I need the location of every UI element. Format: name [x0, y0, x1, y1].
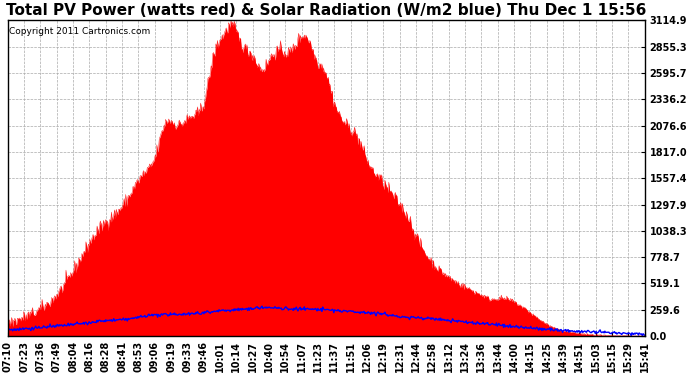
Text: Copyright 2011 Cartronics.com: Copyright 2011 Cartronics.com	[9, 27, 150, 36]
Title: Total PV Power (watts red) & Solar Radiation (W/m2 blue) Thu Dec 1 15:56: Total PV Power (watts red) & Solar Radia…	[6, 3, 647, 18]
